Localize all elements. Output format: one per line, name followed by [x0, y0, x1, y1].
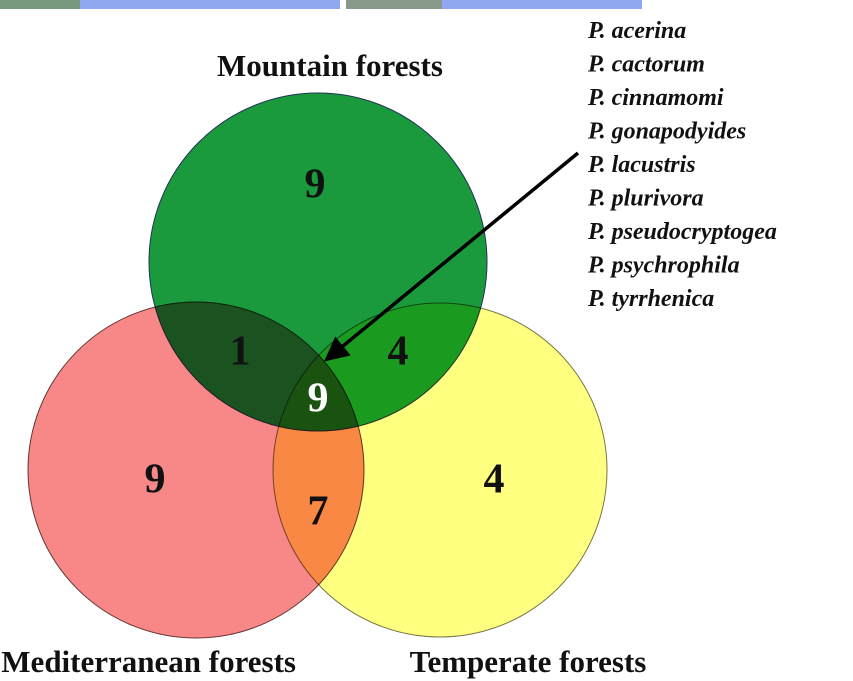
species-name: P. gonapodyides: [587, 119, 746, 145]
top-strip: [346, 0, 442, 9]
region-count: 9: [145, 457, 166, 503]
region-count: 7: [308, 489, 329, 535]
region-count: 9: [308, 376, 329, 422]
set-label: Temperate forests: [410, 644, 647, 679]
species-name: P. cinnamomi: [587, 85, 724, 111]
species-name: P. acerina: [587, 18, 686, 44]
temperate-circle: [272, 302, 608, 638]
species-name: P. plurivora: [587, 186, 704, 212]
top-strip: [442, 0, 642, 9]
set-label: Mediterranean forests: [1, 644, 296, 679]
set-label: Mountain forests: [217, 48, 443, 83]
circles: [27, 92, 608, 639]
species-name: P. lacustris: [587, 152, 696, 178]
region-count: 4: [484, 457, 505, 503]
top-strip: [0, 0, 80, 9]
species-name: P. tyrrhenica: [587, 286, 714, 312]
region-count: 4: [388, 329, 409, 375]
species-name: P. cactorum: [587, 52, 705, 78]
species-name: P. psychrophila: [587, 253, 740, 279]
region-count: 9: [305, 162, 326, 208]
region-count: 1: [230, 329, 251, 375]
top-strip: [80, 0, 340, 9]
species-list: P. acerina P. cactorum P. cinnamomi P. gona…: [587, 18, 777, 312]
arrow: [324, 151, 580, 362]
species-name: P. pseudocryptogea: [587, 219, 777, 245]
